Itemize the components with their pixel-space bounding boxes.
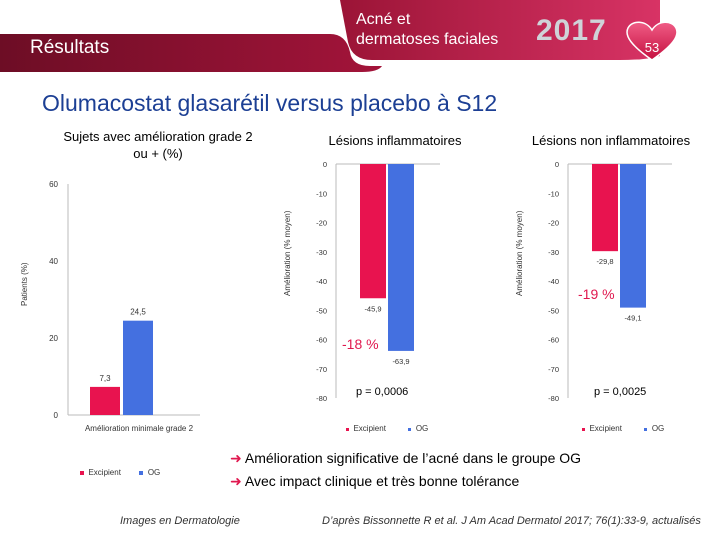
chart-inflammatory: 0 -10 -20 -30 -40 -50 -60 -70 -80 -45,9 -63,9 xyxy=(316,160,440,403)
chart2-y-tick: -60 xyxy=(316,336,327,345)
congress-line-2: dermatoses faciales xyxy=(356,31,499,48)
conclusion-text-2: Avec impact clinique et très bonne tolér… xyxy=(244,473,520,489)
arrow-right-icon: ➜ xyxy=(230,473,242,489)
chart3-y-tick: -80 xyxy=(548,394,559,403)
congress-name: Acné et dermatoses faciales xyxy=(356,10,498,50)
chart3-y-tick: -70 xyxy=(548,365,559,374)
congress-line-1: Acné et xyxy=(356,11,411,28)
chart2-legend: Excipient OG xyxy=(346,418,428,436)
chart-noninflammatory: 0 -10 -20 -30 -40 -50 -60 -70 -80 -29,8 -49,1 xyxy=(548,160,672,403)
footer-journal: Images en Dermatologie xyxy=(120,515,240,527)
chart1-y-tick: 20 xyxy=(49,334,58,343)
conclusion-text-1: Amélioration significative de l’acné dan… xyxy=(244,450,582,466)
chart1-y-tick: 60 xyxy=(49,180,58,189)
chart1-title: Sujets avec amélioration grade 2 ou + (%… xyxy=(63,129,253,161)
chart1-bar-excipient xyxy=(90,386,120,415)
legend-swatch-og xyxy=(408,428,412,431)
legend-label-og: OG xyxy=(147,468,161,477)
chart3-y-tick: -10 xyxy=(548,189,559,198)
chart2-title: Lésions inflammatoires xyxy=(328,133,462,148)
chart3-y-tick: -50 xyxy=(548,306,559,315)
legend-swatch-excipient xyxy=(582,428,585,431)
chart3-bar-og xyxy=(620,164,646,308)
page-number: 53 xyxy=(644,40,660,55)
chart1-bar-og xyxy=(123,320,153,415)
chart3-y-tick: -60 xyxy=(548,336,559,345)
chart1-data-label: 7,3 xyxy=(99,374,111,383)
chart3-data-label: -49,1 xyxy=(624,314,641,323)
arrow-right-icon: ➜ xyxy=(230,450,242,466)
chart3-data-label: -29,8 xyxy=(596,257,613,266)
legend-swatch-og xyxy=(139,471,144,475)
chart3-ylabel: Amélioration (% moyen) xyxy=(515,210,524,296)
chart2-difference: -18 % xyxy=(342,336,379,352)
chart2-y-tick: -40 xyxy=(316,277,327,286)
chart-patients: 0 20 40 60 7,3 24,5 xyxy=(49,180,200,420)
chart2-y-tick: -20 xyxy=(316,219,327,228)
legend-label-excipient: Excipient xyxy=(589,424,622,433)
legend-label-og: OG xyxy=(651,424,665,433)
chart3-title: Lésions non inflammatoires xyxy=(531,133,691,148)
congress-year: 2017 xyxy=(536,14,607,47)
chart2-data-label: -63,9 xyxy=(392,357,409,366)
chart2-pvalue: p = 0,0006 xyxy=(356,386,409,398)
chart2-y-tick: -80 xyxy=(316,394,327,403)
header-banner xyxy=(0,0,678,72)
chart3-y-tick: 0 xyxy=(555,160,559,169)
chart3-y-tick: -30 xyxy=(548,248,559,257)
conclusion-1: ➜ Amélioration significative de l’acné d… xyxy=(230,448,581,469)
chart2-y-tick: 0 xyxy=(323,160,327,169)
chart2-ylabel: Amélioration (% moyen) xyxy=(283,210,292,296)
chart2-y-tick: -10 xyxy=(316,189,327,198)
chart3-bar-excipient xyxy=(592,164,618,252)
slide-title: Olumacostat glasarétil versus placebo à … xyxy=(42,90,498,116)
chart3-legend: Excipient OG xyxy=(582,418,664,436)
chart3-pvalue: p = 0,0025 xyxy=(594,386,647,398)
conclusion-2: ➜ Avec impact clinique et très bonne tol… xyxy=(230,471,519,492)
chart2-y-tick: -30 xyxy=(316,248,327,257)
legend-swatch-og xyxy=(644,428,648,431)
chart1-ylabel: Patients (%) xyxy=(20,262,29,306)
footer-reference: D’après Bissonnette R et al. J Am Acad D… xyxy=(322,515,701,527)
chart1-legend: Excipient OG xyxy=(80,462,160,480)
chart2-bar-og xyxy=(388,164,414,351)
legend-label-excipient: Excipient xyxy=(353,424,386,433)
chart1-y-tick: 0 xyxy=(54,411,59,420)
chart1-y-tick: 40 xyxy=(49,257,58,266)
legend-label-og: OG xyxy=(415,424,429,433)
chart3-difference: -19 % xyxy=(578,286,615,302)
section-title: Résultats xyxy=(30,37,110,58)
chart2-y-tick: -70 xyxy=(316,365,327,374)
chart1-xlabel: Amélioration minimale grade 2 xyxy=(84,424,194,433)
legend-label-excipient: Excipient xyxy=(88,468,121,477)
legend-swatch-excipient xyxy=(80,471,84,475)
chart3-y-tick: -20 xyxy=(548,219,559,228)
legend-swatch-excipient xyxy=(346,428,349,431)
chart2-bar-excipient xyxy=(360,164,386,299)
chart2-y-tick: -50 xyxy=(316,306,327,315)
chart1-data-label: 24,5 xyxy=(130,308,146,317)
chart3-y-tick: -40 xyxy=(548,277,559,286)
chart2-data-label: -45,9 xyxy=(364,304,381,313)
